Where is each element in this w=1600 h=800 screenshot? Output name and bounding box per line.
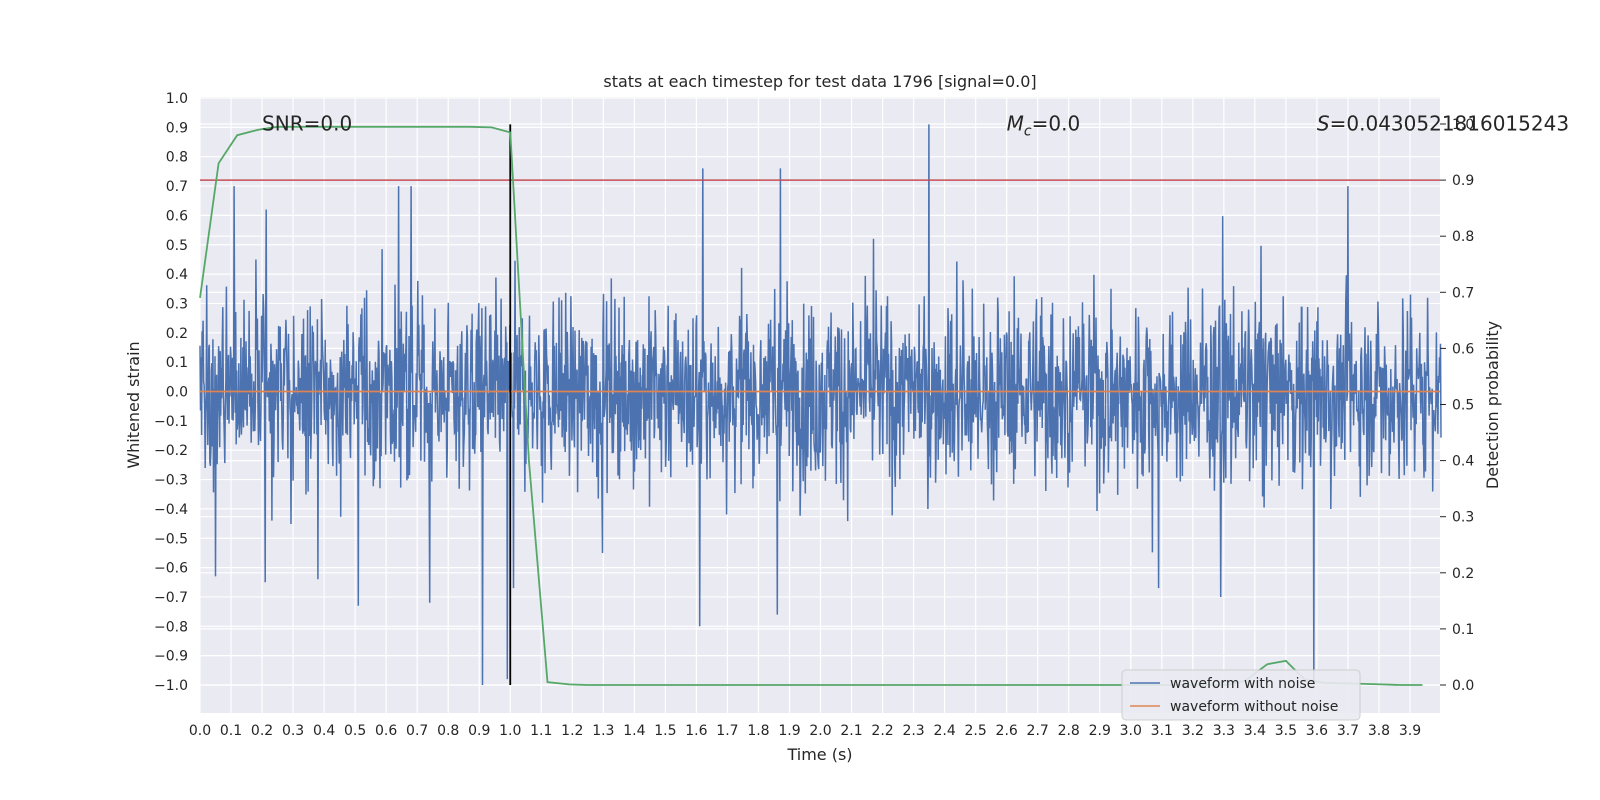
y-axis-label: Whitened strain [124,341,143,468]
y2-tick-label: 0.2 [1452,566,1474,582]
x-tick-label: 1.3 [592,723,614,739]
y2-axis-ticks: 1.0 0.9 0.8 0.7 0.6 0.5 0.4 0.3 0.2 0.1 0.0 [1440,117,1474,694]
waveform-with-noise-line [199,124,1442,686]
x-tick-label: 2.0 [809,723,831,739]
y-tick-label: 0.6 [166,208,188,224]
y-tick-label: −0.6 [154,561,188,577]
y-tick-label: 0.2 [166,326,188,342]
annotation-s-value: S=0.0430521816015243 [1317,111,1569,135]
y2-tick-label: 0.4 [1452,454,1474,470]
annotation-snr: SNR=0.0 [262,111,352,135]
x-tick-label: 0.5 [344,723,366,739]
x-tick-label: 1.8 [747,723,769,739]
y-tick-label: 0.4 [166,267,188,283]
y2-tick-label: 0.5 [1452,398,1474,414]
y-tick-label: 0.0 [166,385,188,401]
x-tick-label: 0.8 [437,723,459,739]
y-tick-label: −0.9 [154,649,188,665]
y-tick-label: −0.4 [154,502,188,518]
annotation-chirp-mass: Mc=0.0 [1007,111,1081,139]
x-tick-label: 2.5 [965,723,987,739]
x-tick-label: 1.5 [654,723,676,739]
y-tick-label: −0.1 [154,414,188,430]
x-tick-label: 1.9 [778,723,800,739]
x-tick-label: 2.8 [1058,723,1080,739]
x-tick-label: 3.5 [1275,723,1297,739]
y-tick-label: 0.8 [166,150,188,166]
y-tick-label: 0.3 [166,296,188,312]
y-tick-label: −1.0 [154,678,188,694]
x-tick-label: 1.1 [530,723,552,739]
y2-tick-label: 1.0 [1452,117,1474,133]
x-tick-label: 3.4 [1244,723,1266,739]
x-tick-label: 0.9 [468,723,490,739]
y2-tick-label: 0.9 [1452,173,1474,189]
x-tick-label: 0.2 [251,723,273,739]
y-axis-ticks: 1.0 0.9 0.8 0.7 0.6 0.5 0.4 0.3 0.2 0.1 0.0 −0.1 −0.… [154,91,188,694]
x-tick-label: 0.6 [375,723,397,739]
y2-tick-label: 0.8 [1452,229,1474,245]
x-tick-label: 1.7 [716,723,738,739]
legend-label-clean: waveform without noise [1170,699,1338,715]
legend: waveform with noise waveform without noi… [1121,669,1361,721]
y-tick-label: −0.5 [154,531,188,547]
y-tick-label: −0.7 [154,590,188,606]
chart-title: stats at each timestep for test data 179… [603,72,1036,91]
legend-label-noise: waveform with noise [1170,676,1315,692]
x-tick-label: 0.4 [313,723,335,739]
x-tick-label: 2.4 [933,723,955,739]
x-tick-label: 3.0 [1120,723,1142,739]
x-tick-label: 1.0 [499,723,521,739]
x-tick-label: 0.3 [282,723,304,739]
y-tick-label: 0.9 [166,120,188,136]
y-tick-label: −0.3 [154,473,188,489]
y2-tick-label: 0.6 [1452,341,1474,357]
x-axis-ticks: 0.0 0.1 0.2 0.3 0.4 0.5 0.6 0.7 0.8 0.9 1.0 1.1 1.2 1… [189,723,1421,739]
y-tick-label: 1.0 [166,91,188,107]
x-tick-label: 1.2 [561,723,583,739]
x-tick-label: 3.2 [1182,723,1204,739]
x-tick-label: 3.3 [1213,723,1235,739]
x-tick-label: 0.7 [406,723,428,739]
x-tick-label: 2.1 [840,723,862,739]
y2-tick-label: 0.1 [1452,622,1474,638]
y-tick-label: −0.8 [154,619,188,635]
annotations: SNR=0.0 Mc=0.0 S=0.0430521816015243 [262,111,1569,139]
x-tick-label: 0.1 [220,723,242,739]
y2-tick-label: 0.3 [1452,510,1474,526]
x-tick-label: 1.6 [685,723,707,739]
x-tick-label: 2.3 [902,723,924,739]
y-tick-label: −0.2 [154,443,188,459]
y2-tick-label: 0.7 [1452,285,1474,301]
x-tick-label: 3.8 [1368,723,1390,739]
x-tick-label: 0.0 [189,723,211,739]
x-axis-label: Time (s) [786,745,852,764]
x-tick-label: 3.9 [1399,723,1421,739]
x-tick-label: 2.9 [1089,723,1111,739]
x-tick-label: 2.6 [996,723,1018,739]
y-tick-label: 0.1 [166,355,188,371]
x-tick-label: 3.6 [1306,723,1328,739]
y2-axis-label: Detection probability [1483,321,1502,489]
legend-box [1121,669,1361,721]
y-tick-label: 0.7 [166,179,188,195]
x-tick-label: 3.1 [1151,723,1173,739]
x-tick-label: 2.2 [871,723,893,739]
y2-tick-label: 0.0 [1452,678,1474,694]
series-waveform-with-noise [199,124,1442,686]
y-tick-label: 0.5 [166,238,188,254]
x-tick-label: 1.4 [623,723,645,739]
x-tick-label: 3.7 [1337,723,1359,739]
x-tick-label: 2.7 [1027,723,1049,739]
